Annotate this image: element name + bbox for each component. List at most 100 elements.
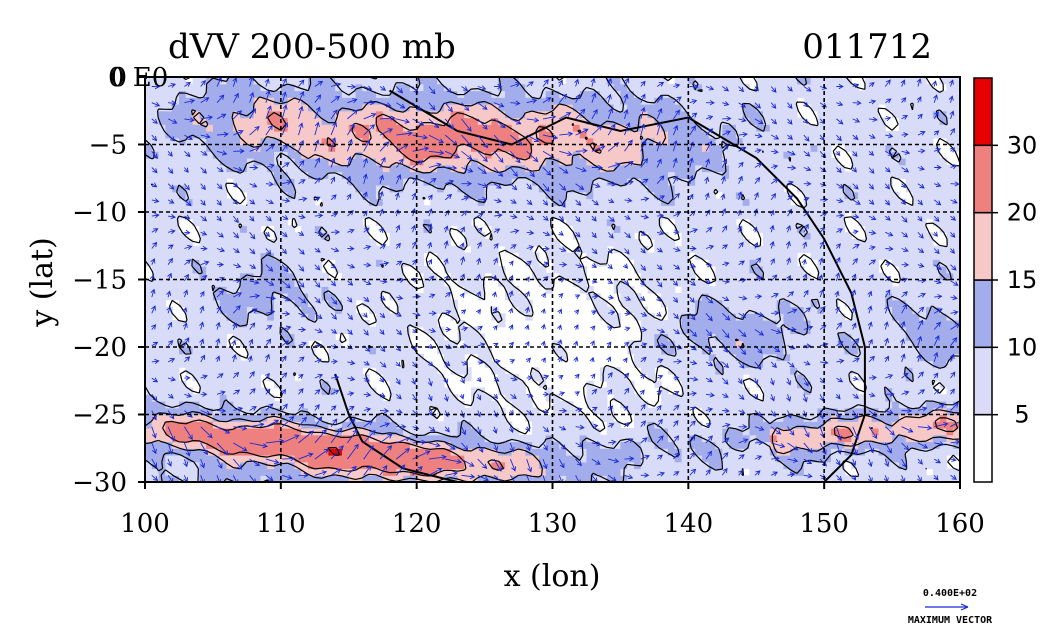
contour-cell (532, 164, 540, 173)
contour-cell (735, 475, 744, 482)
contour-cell (267, 448, 275, 456)
contour-cell (226, 407, 234, 416)
contour-cell (287, 104, 296, 112)
contour-cell (341, 239, 350, 247)
contour-cell (287, 340, 296, 348)
contour-cell (335, 77, 343, 85)
contour-cell (328, 185, 336, 193)
contour-cell (219, 198, 228, 206)
contour-cell (735, 171, 744, 179)
contour-cell (382, 333, 391, 341)
contour-cell (749, 245, 757, 254)
contour-cell (471, 205, 479, 213)
contour-cell (776, 401, 785, 409)
contour-cell (756, 468, 764, 476)
contour-cell (749, 414, 757, 422)
contour-cell (735, 434, 744, 443)
contour-cell (457, 266, 465, 274)
contour-cell (396, 212, 404, 220)
contour-cell (627, 90, 635, 98)
contour-cell (756, 191, 764, 200)
contour-cell (335, 434, 343, 443)
contour-cell (545, 218, 554, 227)
contour-cell (606, 468, 615, 476)
contour-cell (674, 144, 683, 152)
contour-cell (375, 110, 384, 119)
contour-cell (335, 299, 343, 308)
contour-cell (430, 232, 438, 240)
contour-cell (145, 414, 153, 422)
contour-cell (667, 178, 676, 186)
contour-cell (600, 252, 608, 260)
contour-cell (145, 131, 153, 139)
contour-cell (321, 144, 329, 152)
contour-cell (477, 205, 486, 213)
contour-cell (627, 401, 635, 409)
contour-cell (729, 158, 737, 166)
contour-cell (192, 374, 200, 382)
contour-cell (192, 421, 200, 429)
contour-cell (477, 131, 486, 139)
contour-cell (403, 401, 411, 409)
contour-cell (362, 77, 370, 85)
contour-cell (178, 131, 187, 139)
contour-cell (172, 171, 180, 179)
contour-cell (335, 266, 343, 274)
contour-cell (715, 347, 723, 355)
contour-cell (246, 407, 255, 416)
contour-cell (756, 353, 764, 362)
contour-cell (742, 414, 751, 422)
contour-cell (185, 468, 194, 476)
contour-cell (396, 306, 404, 314)
contour-cell (498, 414, 506, 422)
contour-cell (145, 360, 153, 368)
contour-cell (246, 185, 255, 193)
contour-cell (457, 367, 465, 375)
contour-cell (240, 151, 248, 159)
contour-cell (471, 77, 479, 85)
contour-cell (701, 198, 710, 206)
contour-cell (185, 428, 194, 436)
contour-cell (464, 468, 472, 476)
contour-cell (274, 326, 282, 335)
contour-cell (253, 367, 262, 375)
contour-cell (776, 198, 785, 206)
contour-cell (287, 212, 296, 220)
contour-cell (708, 144, 717, 152)
contour-cell (301, 387, 309, 395)
contour-cell (566, 137, 574, 146)
contour-cell (600, 232, 608, 240)
contour-cell (464, 212, 472, 220)
contour-cell (246, 394, 255, 402)
contour-cell (294, 421, 302, 429)
contour-cell (389, 401, 397, 409)
contour-cell (634, 394, 642, 402)
contour-cell (219, 137, 228, 146)
contour-cell (240, 374, 248, 382)
contour-cell (695, 171, 703, 179)
contour-cell (701, 313, 710, 321)
contour-cell (151, 380, 160, 389)
contour-cell (355, 137, 363, 146)
contour-cell (504, 137, 513, 146)
contour-cell (172, 347, 180, 355)
contour-cell (695, 104, 703, 112)
contour-cell (253, 77, 262, 85)
contour-cell (695, 394, 703, 402)
contour-cell (491, 266, 499, 274)
contour-cell (729, 367, 737, 375)
contour-cell (206, 83, 214, 92)
contour-cell (178, 299, 187, 308)
contour-cell (661, 144, 669, 152)
contour-cell (212, 421, 221, 429)
contour-cell (769, 347, 778, 355)
contour-cell (688, 394, 696, 402)
contour-cell (199, 428, 207, 436)
contour-cell (437, 306, 445, 314)
contour-cell (335, 144, 343, 152)
contour-cell (647, 117, 655, 125)
contour-cell (708, 387, 717, 395)
contour-cell (443, 387, 452, 395)
contour-cell (308, 144, 316, 152)
contour-cell (634, 468, 642, 476)
